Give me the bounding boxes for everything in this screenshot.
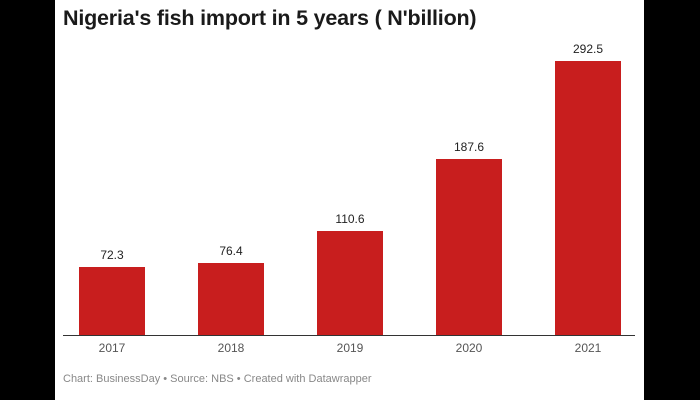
bar-2020	[436, 159, 502, 335]
value-label-2018: 76.4	[219, 244, 243, 258]
chart-footer: Chart: BusinessDay • Source: NBS • Creat…	[63, 373, 372, 385]
value-label-2019: 110.6	[335, 212, 365, 226]
bar-2018	[198, 263, 264, 335]
bar-2019	[317, 231, 383, 335]
bar-2021	[555, 61, 621, 335]
x-tick-label-2021: 2021	[574, 341, 602, 355]
x-tick-label-2018: 2018	[217, 341, 245, 355]
x-tick-label-2020: 2020	[455, 341, 483, 355]
value-label-2017: 72.3	[100, 248, 124, 262]
bar-2017	[79, 267, 145, 335]
x-axis-baseline	[63, 335, 635, 336]
value-label-2021: 292.5	[572, 42, 604, 56]
chart-title: Nigeria's fish import in 5 years ( N'bil…	[63, 6, 477, 30]
value-label-2020: 187.6	[453, 140, 485, 154]
chart-panel: Nigeria's fish import in 5 years ( N'bil…	[55, 0, 644, 400]
x-tick-label-2017: 2017	[98, 341, 126, 355]
x-tick-label-2019: 2019	[336, 341, 364, 355]
